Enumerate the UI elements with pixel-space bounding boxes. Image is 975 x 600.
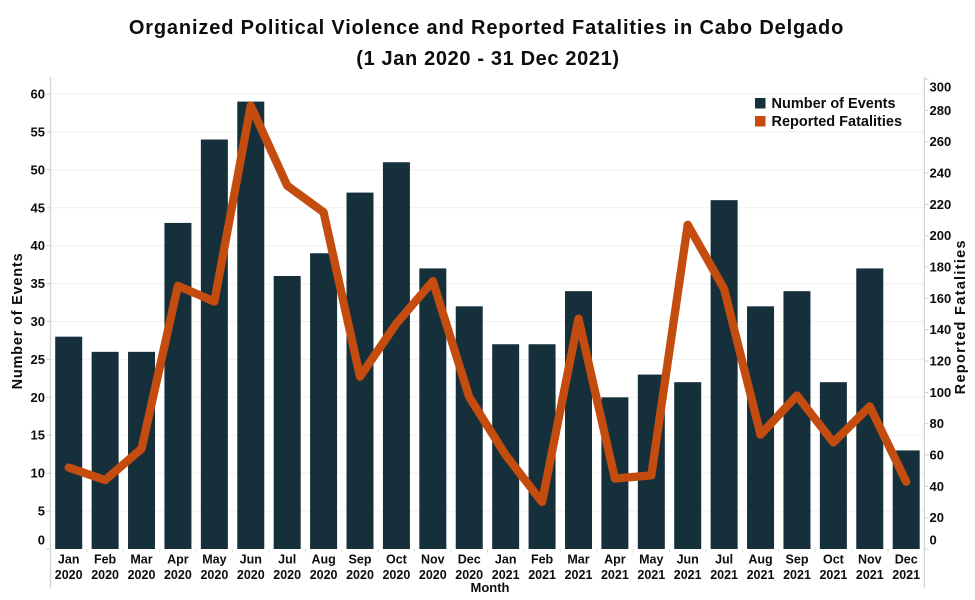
- svg-text:Jun: Jun: [240, 553, 262, 567]
- svg-text:Dec: Dec: [458, 553, 481, 567]
- svg-text:2020: 2020: [91, 568, 119, 582]
- svg-text:Jan: Jan: [58, 553, 80, 567]
- svg-text:40: 40: [31, 238, 45, 253]
- svg-text:Oct: Oct: [386, 553, 408, 567]
- svg-text:2021: 2021: [492, 568, 520, 582]
- svg-text:Apr: Apr: [604, 553, 626, 567]
- svg-text:Aug: Aug: [748, 553, 772, 567]
- svg-text:2020: 2020: [237, 568, 265, 582]
- svg-text:220: 220: [930, 197, 952, 212]
- svg-text:Jun: Jun: [677, 553, 699, 567]
- svg-text:Jul: Jul: [715, 553, 733, 567]
- svg-text:2021: 2021: [528, 568, 556, 582]
- svg-text:Dec: Dec: [895, 553, 918, 567]
- svg-text:2021: 2021: [892, 568, 920, 582]
- svg-text:2020: 2020: [310, 568, 338, 582]
- svg-text:Nov: Nov: [421, 553, 445, 567]
- svg-text:Jan: Jan: [495, 553, 517, 567]
- svg-text:55: 55: [31, 124, 45, 139]
- svg-text:2020: 2020: [346, 568, 374, 582]
- svg-text:120: 120: [930, 354, 952, 369]
- svg-text:Organized Political Violence a: Organized Political Violence and Reporte…: [129, 17, 844, 39]
- svg-text:35: 35: [31, 276, 45, 291]
- svg-text:60: 60: [930, 448, 944, 463]
- svg-text:20: 20: [31, 390, 45, 405]
- svg-text:0: 0: [930, 533, 937, 548]
- svg-text:15: 15: [31, 428, 45, 443]
- svg-text:Reported Fatalities: Reported Fatalities: [772, 114, 903, 130]
- svg-text:20: 20: [930, 510, 944, 525]
- svg-text:2020: 2020: [382, 568, 410, 582]
- svg-text:30: 30: [31, 314, 45, 329]
- svg-text:2021: 2021: [856, 568, 884, 582]
- svg-text:260: 260: [930, 134, 952, 149]
- svg-text:2021: 2021: [565, 568, 593, 582]
- svg-text:2020: 2020: [164, 568, 192, 582]
- svg-text:2021: 2021: [674, 568, 702, 582]
- svg-text:300: 300: [930, 80, 952, 95]
- svg-text:2020: 2020: [55, 568, 83, 582]
- svg-text:2021: 2021: [747, 568, 775, 582]
- svg-text:Mar: Mar: [567, 553, 589, 567]
- svg-text:0: 0: [38, 533, 45, 548]
- svg-text:2021: 2021: [710, 568, 738, 582]
- svg-text:Number of Events: Number of Events: [10, 253, 26, 390]
- svg-text:Reported Fatalities: Reported Fatalities: [953, 239, 969, 394]
- svg-text:2020: 2020: [273, 568, 301, 582]
- svg-text:160: 160: [930, 291, 952, 306]
- svg-text:2020: 2020: [455, 568, 483, 582]
- svg-text:Number of Events: Number of Events: [772, 96, 896, 112]
- svg-text:280: 280: [930, 103, 952, 118]
- svg-text:Sep: Sep: [349, 553, 372, 567]
- svg-text:2021: 2021: [637, 568, 665, 582]
- svg-text:Aug: Aug: [311, 553, 335, 567]
- svg-text:May: May: [202, 553, 226, 567]
- svg-text:80: 80: [930, 416, 944, 431]
- svg-text:Oct: Oct: [823, 553, 845, 567]
- svg-text:25: 25: [31, 352, 45, 367]
- svg-text:2021: 2021: [783, 568, 811, 582]
- svg-text:2020: 2020: [419, 568, 447, 582]
- svg-text:50: 50: [31, 162, 45, 177]
- svg-text:Mar: Mar: [130, 553, 152, 567]
- svg-text:2021: 2021: [819, 568, 847, 582]
- svg-text:10: 10: [31, 466, 45, 481]
- svg-text:2021: 2021: [601, 568, 629, 582]
- svg-text:5: 5: [38, 504, 45, 519]
- svg-text:40: 40: [930, 479, 944, 494]
- svg-text:(1 Jan 2020 - 31 Dec 2021): (1 Jan 2020 - 31 Dec 2021): [356, 48, 619, 70]
- svg-text:Month: Month: [471, 580, 510, 595]
- svg-text:200: 200: [930, 228, 952, 243]
- svg-text:140: 140: [930, 322, 952, 337]
- svg-text:May: May: [639, 553, 663, 567]
- svg-text:100: 100: [930, 385, 952, 400]
- svg-text:Nov: Nov: [858, 553, 882, 567]
- svg-text:Sep: Sep: [786, 553, 809, 567]
- svg-text:Apr: Apr: [167, 553, 189, 567]
- svg-text:240: 240: [930, 166, 952, 181]
- svg-text:Jul: Jul: [278, 553, 296, 567]
- svg-text:45: 45: [31, 200, 45, 215]
- svg-text:2020: 2020: [200, 568, 228, 582]
- svg-text:2020: 2020: [128, 568, 156, 582]
- svg-text:60: 60: [31, 87, 45, 102]
- svg-text:Feb: Feb: [94, 553, 117, 567]
- svg-text:Feb: Feb: [531, 553, 554, 567]
- svg-text:180: 180: [930, 260, 952, 275]
